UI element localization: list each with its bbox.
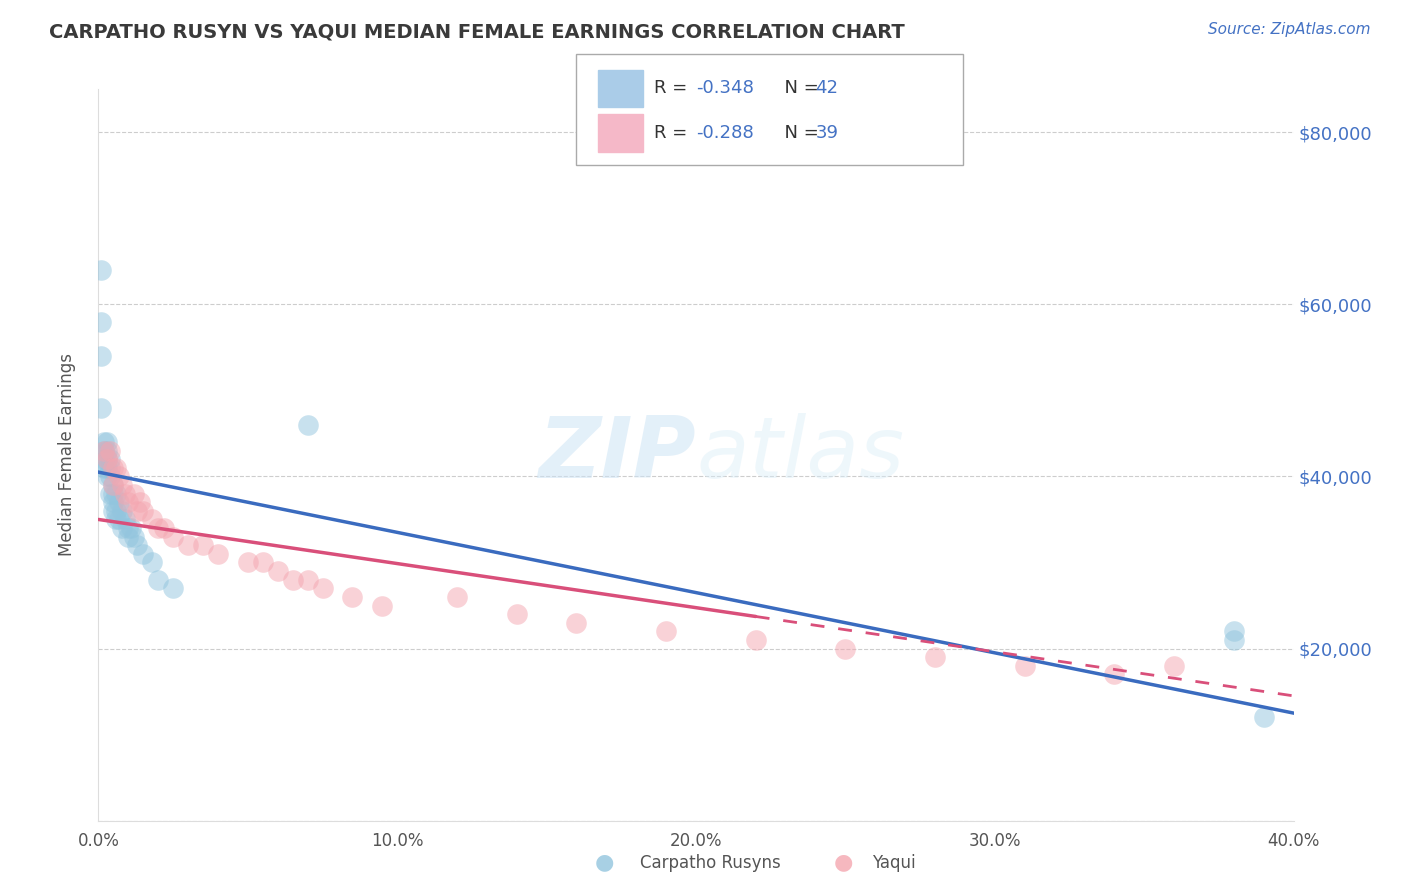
Carpatho Rusyns (103, 504, 125, 518)
Yaqui (148, 521, 170, 535)
Yaqui (1014, 658, 1036, 673)
Yaqui (565, 615, 588, 630)
Yaqui (297, 573, 319, 587)
Carpatho Rusyns (96, 469, 118, 483)
Text: CARPATHO RUSYN VS YAQUI MEDIAN FEMALE EARNINGS CORRELATION CHART: CARPATHO RUSYN VS YAQUI MEDIAN FEMALE EA… (49, 22, 905, 41)
Yaqui (281, 573, 304, 587)
Carpatho Rusyns (93, 460, 115, 475)
Carpatho Rusyns (98, 452, 122, 467)
Text: ●: ● (834, 853, 853, 872)
Carpatho Rusyns (108, 512, 131, 526)
Carpatho Rusyns (103, 495, 125, 509)
Yaqui (1163, 658, 1185, 673)
Carpatho Rusyns (93, 452, 115, 467)
Yaqui (207, 547, 229, 561)
Text: -0.288: -0.288 (696, 124, 754, 142)
Yaqui (96, 452, 118, 467)
Carpatho Rusyns (96, 460, 118, 475)
Carpatho Rusyns (105, 504, 128, 518)
Carpatho Rusyns (93, 443, 115, 458)
Text: 42: 42 (815, 79, 838, 97)
Text: 39: 39 (815, 124, 838, 142)
Carpatho Rusyns (127, 538, 149, 552)
Text: N =: N = (773, 124, 825, 142)
Yaqui (141, 512, 163, 526)
Carpatho Rusyns (124, 530, 146, 544)
Text: ZIP: ZIP (538, 413, 696, 497)
Carpatho Rusyns (103, 486, 125, 500)
Yaqui (103, 460, 125, 475)
Text: -0.348: -0.348 (696, 79, 754, 97)
Yaqui (124, 486, 146, 500)
Carpatho Rusyns (90, 263, 112, 277)
Yaqui (371, 599, 394, 613)
Carpatho Rusyns (96, 443, 118, 458)
Yaqui (177, 538, 200, 552)
Yaqui (655, 624, 678, 639)
Carpatho Rusyns (96, 452, 118, 467)
Text: Yaqui: Yaqui (872, 855, 915, 872)
Y-axis label: Median Female Earnings: Median Female Earnings (58, 353, 76, 557)
Carpatho Rusyns (117, 530, 139, 544)
Carpatho Rusyns (1223, 632, 1246, 647)
Yaqui (924, 650, 946, 665)
Yaqui (108, 469, 131, 483)
Carpatho Rusyns (105, 486, 128, 500)
Carpatho Rusyns (141, 556, 163, 570)
Yaqui (191, 538, 214, 552)
Yaqui (153, 521, 176, 535)
Carpatho Rusyns (90, 349, 112, 363)
Text: ●: ● (595, 853, 614, 872)
Carpatho Rusyns (98, 460, 122, 475)
Carpatho Rusyns (297, 417, 319, 432)
Carpatho Rusyns (96, 435, 118, 450)
Carpatho Rusyns (105, 512, 128, 526)
Carpatho Rusyns (148, 573, 170, 587)
Carpatho Rusyns (98, 469, 122, 483)
Carpatho Rusyns (132, 547, 155, 561)
Carpatho Rusyns (1253, 710, 1275, 724)
Text: R =: R = (654, 79, 693, 97)
Text: atlas: atlas (696, 413, 904, 497)
Yaqui (129, 495, 152, 509)
Carpatho Rusyns (111, 504, 134, 518)
Carpatho Rusyns (117, 521, 139, 535)
Yaqui (267, 564, 290, 578)
Yaqui (236, 556, 259, 570)
Text: R =: R = (654, 124, 693, 142)
Carpatho Rusyns (98, 486, 122, 500)
Text: Carpatho Rusyns: Carpatho Rusyns (640, 855, 780, 872)
Carpatho Rusyns (162, 582, 184, 596)
Carpatho Rusyns (114, 512, 136, 526)
Yaqui (506, 607, 529, 621)
Yaqui (1104, 667, 1126, 681)
Yaqui (127, 504, 149, 518)
Yaqui (446, 590, 468, 604)
Yaqui (98, 443, 122, 458)
Yaqui (111, 478, 134, 492)
Carpatho Rusyns (111, 521, 134, 535)
Yaqui (93, 443, 115, 458)
Carpatho Rusyns (90, 314, 112, 328)
Carpatho Rusyns (120, 521, 142, 535)
Text: N =: N = (773, 79, 825, 97)
Text: Source: ZipAtlas.com: Source: ZipAtlas.com (1208, 22, 1371, 37)
Carpatho Rusyns (93, 435, 115, 450)
Carpatho Rusyns (90, 401, 112, 415)
Yaqui (103, 478, 125, 492)
Yaqui (114, 486, 136, 500)
Carpatho Rusyns (108, 495, 131, 509)
Yaqui (745, 632, 768, 647)
Yaqui (132, 504, 155, 518)
Yaqui (342, 590, 364, 604)
Yaqui (252, 556, 274, 570)
Carpatho Rusyns (103, 478, 125, 492)
Yaqui (105, 460, 128, 475)
Yaqui (311, 582, 333, 596)
Carpatho Rusyns (1223, 624, 1246, 639)
Yaqui (834, 641, 856, 656)
Yaqui (117, 495, 139, 509)
Yaqui (162, 530, 184, 544)
